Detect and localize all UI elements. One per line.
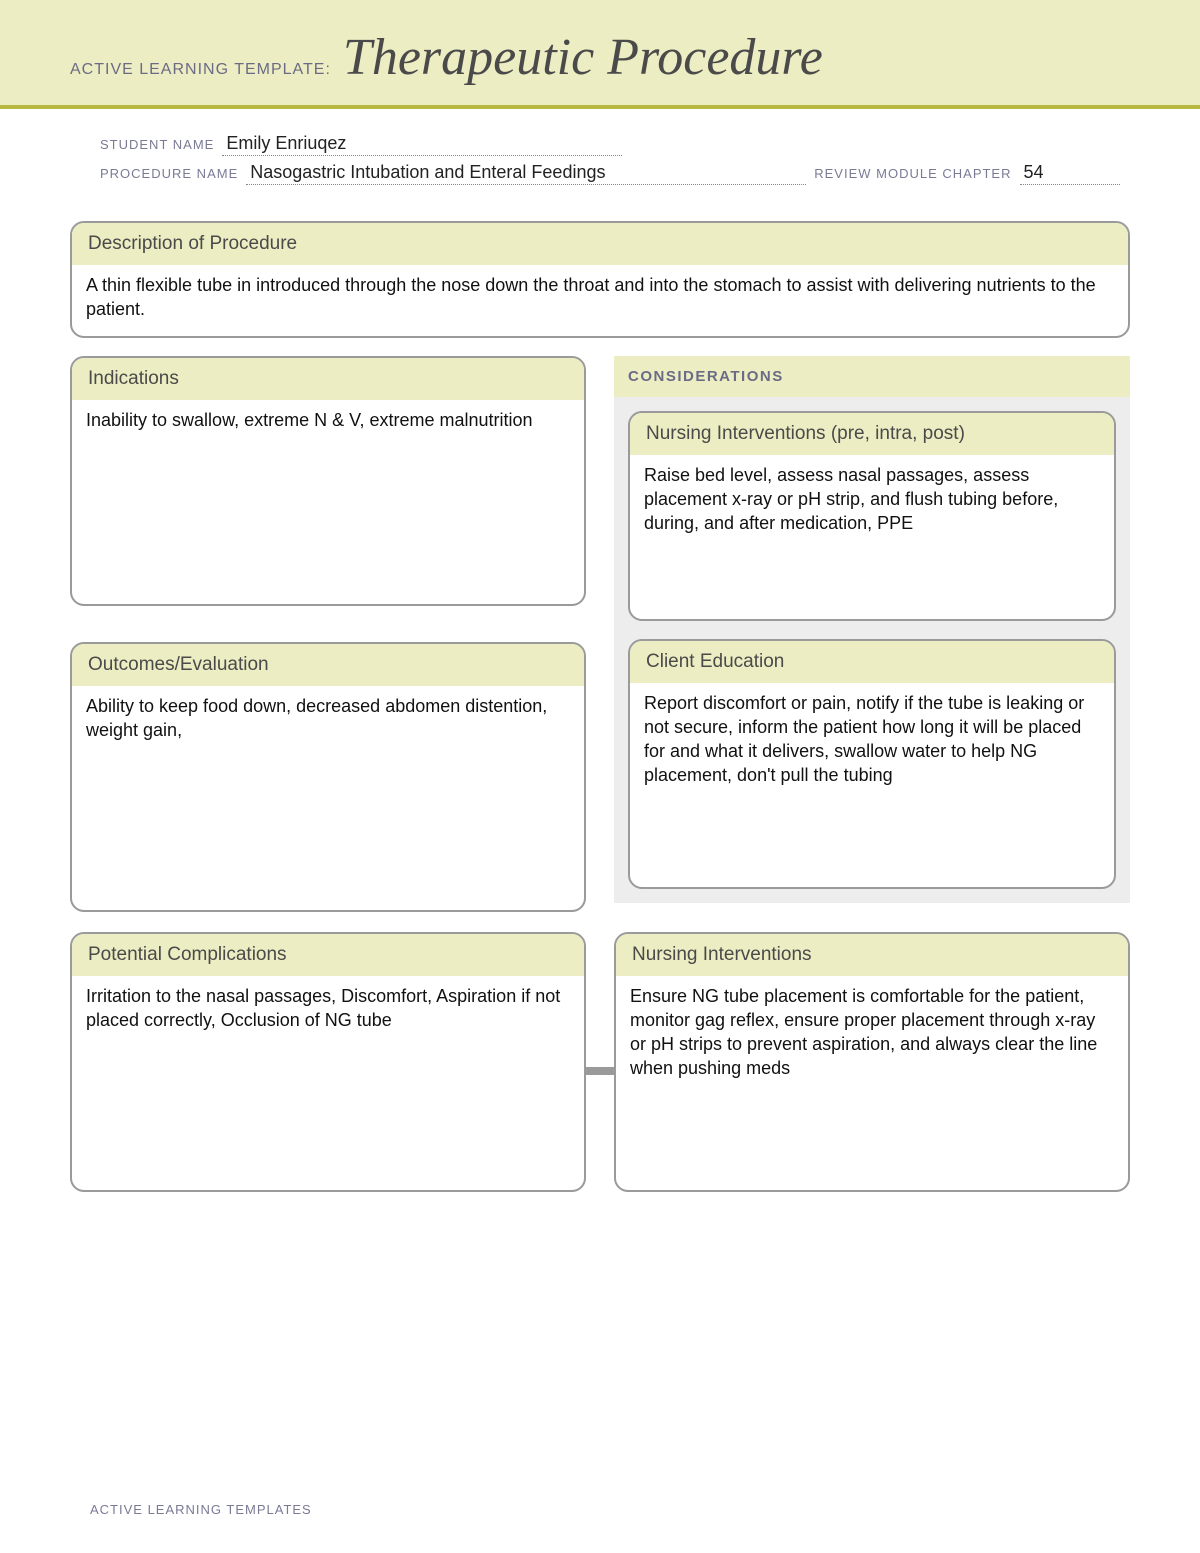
client-edu-body: Report discomfort or pain, notify if the… <box>630 683 1114 802</box>
nursing-interventions-body: Ensure NG tube placement is comfortable … <box>616 976 1128 1095</box>
description-header: Description of Procedure <box>72 223 1128 265</box>
description-box: Description of Procedure A thin flexible… <box>70 221 1130 338</box>
review-chapter-value: 54 <box>1020 162 1120 185</box>
client-edu-header: Client Education <box>630 641 1114 683</box>
header-band: ACTIVE LEARNING TEMPLATE: Therapeutic Pr… <box>0 0 1200 109</box>
outcomes-header: Outcomes/Evaluation <box>72 644 584 686</box>
procedure-name-value: Nasogastric Intubation and Enteral Feedi… <box>246 162 806 185</box>
student-name-label: STUDENT NAME <box>100 137 214 152</box>
procedure-name-label: PROCEDURE NAME <box>100 166 238 181</box>
description-body: A thin flexible tube in introduced throu… <box>72 265 1128 336</box>
considerations-label: CONSIDERATIONS <box>614 356 1130 397</box>
client-edu-box: Client Education Report discomfort or pa… <box>628 639 1116 889</box>
review-chapter-label: REVIEW MODULE CHAPTER <box>814 166 1011 181</box>
box-connector <box>582 1067 618 1075</box>
indications-body: Inability to swallow, extreme N & V, ext… <box>72 400 584 446</box>
complications-body: Irritation to the nasal passages, Discom… <box>72 976 584 1047</box>
meta-block: STUDENT NAME Emily Enriuqez PROCEDURE NA… <box>70 133 1130 185</box>
footer-text: ACTIVE LEARNING TEMPLATES <box>90 1502 312 1517</box>
nursing-interventions-header: Nursing Interventions <box>616 934 1128 976</box>
student-name-value: Emily Enriuqez <box>222 133 622 156</box>
indications-box: Indications Inability to swallow, extrem… <box>70 356 586 606</box>
considerations-panel: CONSIDERATIONS Nursing Interventions (pr… <box>614 356 1130 903</box>
nursing-pre-body: Raise bed level, assess nasal passages, … <box>630 455 1114 550</box>
indications-header: Indications <box>72 358 584 400</box>
nursing-pre-header: Nursing Interventions (pre, intra, post) <box>630 413 1114 455</box>
nursing-pre-box: Nursing Interventions (pre, intra, post)… <box>628 411 1116 621</box>
complications-header: Potential Complications <box>72 934 584 976</box>
complications-box: Potential Complications Irritation to th… <box>70 932 586 1192</box>
outcomes-box: Outcomes/Evaluation Ability to keep food… <box>70 642 586 912</box>
outcomes-body: Ability to keep food down, decreased abd… <box>72 686 584 757</box>
header-title: Therapeutic Procedure <box>343 28 823 87</box>
header-prefix: ACTIVE LEARNING TEMPLATE: <box>70 61 331 79</box>
nursing-interventions-box: Nursing Interventions Ensure NG tube pla… <box>614 932 1130 1192</box>
